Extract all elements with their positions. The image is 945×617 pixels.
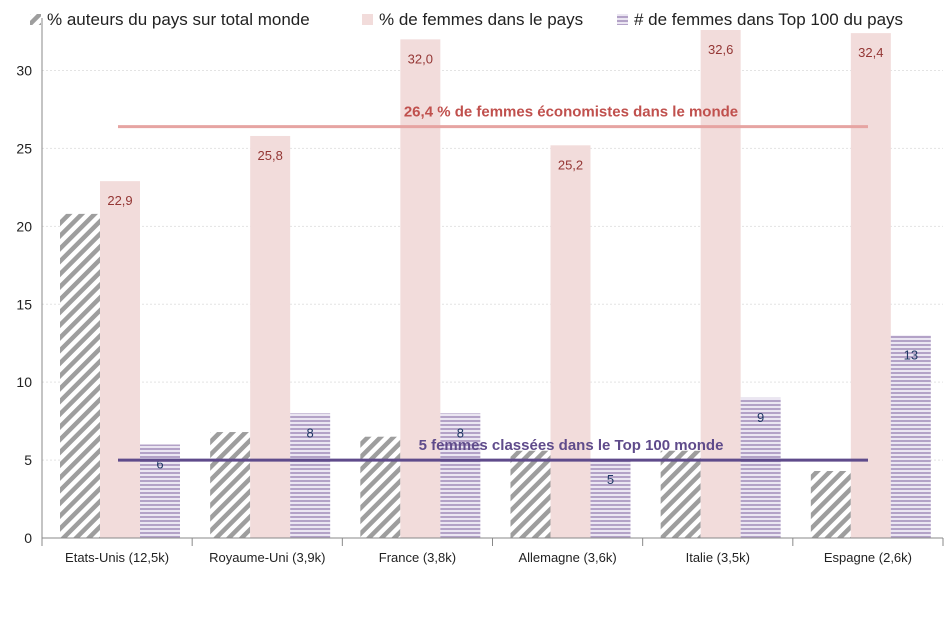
x-tick-label: Royaume-Uni (3,9k) [209, 550, 325, 565]
y-tick-label: 15 [16, 296, 32, 312]
y-tick-label: 20 [16, 218, 32, 234]
legend-label-1: % auteurs du pays sur total monde [47, 10, 310, 29]
data-label: 8 [307, 425, 314, 440]
y-tick-label: 10 [16, 374, 32, 390]
bar-1-1 [60, 213, 100, 538]
bar-1-5 [660, 450, 701, 538]
bar-2-2 [250, 135, 291, 538]
y-axis: 0 5 10 15 20 25 30 [16, 18, 43, 546]
data-label: 32,4 [858, 45, 883, 60]
reference-line-label-1: 26,4 % de femmes économistes dans le mon… [404, 104, 738, 121]
bar-3-5 [740, 397, 781, 538]
legend-swatch-2 [362, 14, 373, 25]
data-label: 32,6 [708, 42, 733, 57]
x-tick-label: Espagne (2,6k) [824, 550, 912, 565]
legend-label-3: # de femmes dans Top 100 du pays [634, 10, 903, 29]
reference-line-label-2: 5 femmes classées dans le Top 100 monde [419, 437, 724, 454]
data-label: 8 [457, 425, 464, 440]
x-tick-label: France (3,8k) [379, 550, 456, 565]
data-label: 25,8 [258, 148, 283, 163]
y-tick-label: 0 [24, 530, 32, 546]
gridlines [42, 70, 943, 461]
bars: 22,9 25,8 32,0 25,2 32,6 32,4 6 8 8 5 9 13 [60, 30, 931, 539]
data-label: 32,0 [408, 51, 433, 66]
data-label: 9 [757, 410, 764, 425]
data-label: 13 [904, 347, 918, 362]
bar-3-6 [890, 335, 931, 538]
x-axis: Etats-Unis (12,5k) Royaume-Uni (3,9k) Fran… [41, 537, 944, 565]
bar-3-3 [440, 413, 481, 538]
x-tick-label: Etats-Unis (12,5k) [65, 550, 169, 565]
reference-lines: 26,4 % de femmes économistes dans le mon… [118, 104, 868, 462]
x-tick-label: Italie (3,5k) [686, 550, 750, 565]
legend-label-2: % de femmes dans le pays [379, 10, 583, 29]
bar-2-6 [850, 33, 891, 538]
bar-3-2 [290, 413, 331, 538]
y-tick-label: 30 [16, 63, 32, 79]
legend-swatch-3 [617, 14, 628, 25]
bar-2-3 [400, 39, 441, 538]
data-label: 6 [156, 457, 163, 472]
data-label: 25,2 [558, 157, 583, 172]
bar-2-4 [550, 145, 591, 539]
bar-3-4 [590, 460, 631, 538]
y-tick-label: 5 [24, 452, 32, 468]
bar-1-2 [210, 432, 251, 538]
bar-1-3 [360, 436, 401, 538]
data-label: 22,9 [107, 193, 132, 208]
bar-1-4 [510, 450, 551, 538]
legend: % auteurs du pays sur total monde % de fe… [30, 10, 903, 29]
legend-swatch-1 [30, 14, 41, 25]
y-tick-label: 25 [16, 140, 32, 156]
data-label: 5 [607, 472, 614, 487]
bar-2-1 [100, 181, 140, 538]
x-tick-label: Allemagne (3,6k) [518, 550, 616, 565]
bar-1-6 [810, 470, 851, 538]
bar-2-5 [700, 30, 741, 538]
